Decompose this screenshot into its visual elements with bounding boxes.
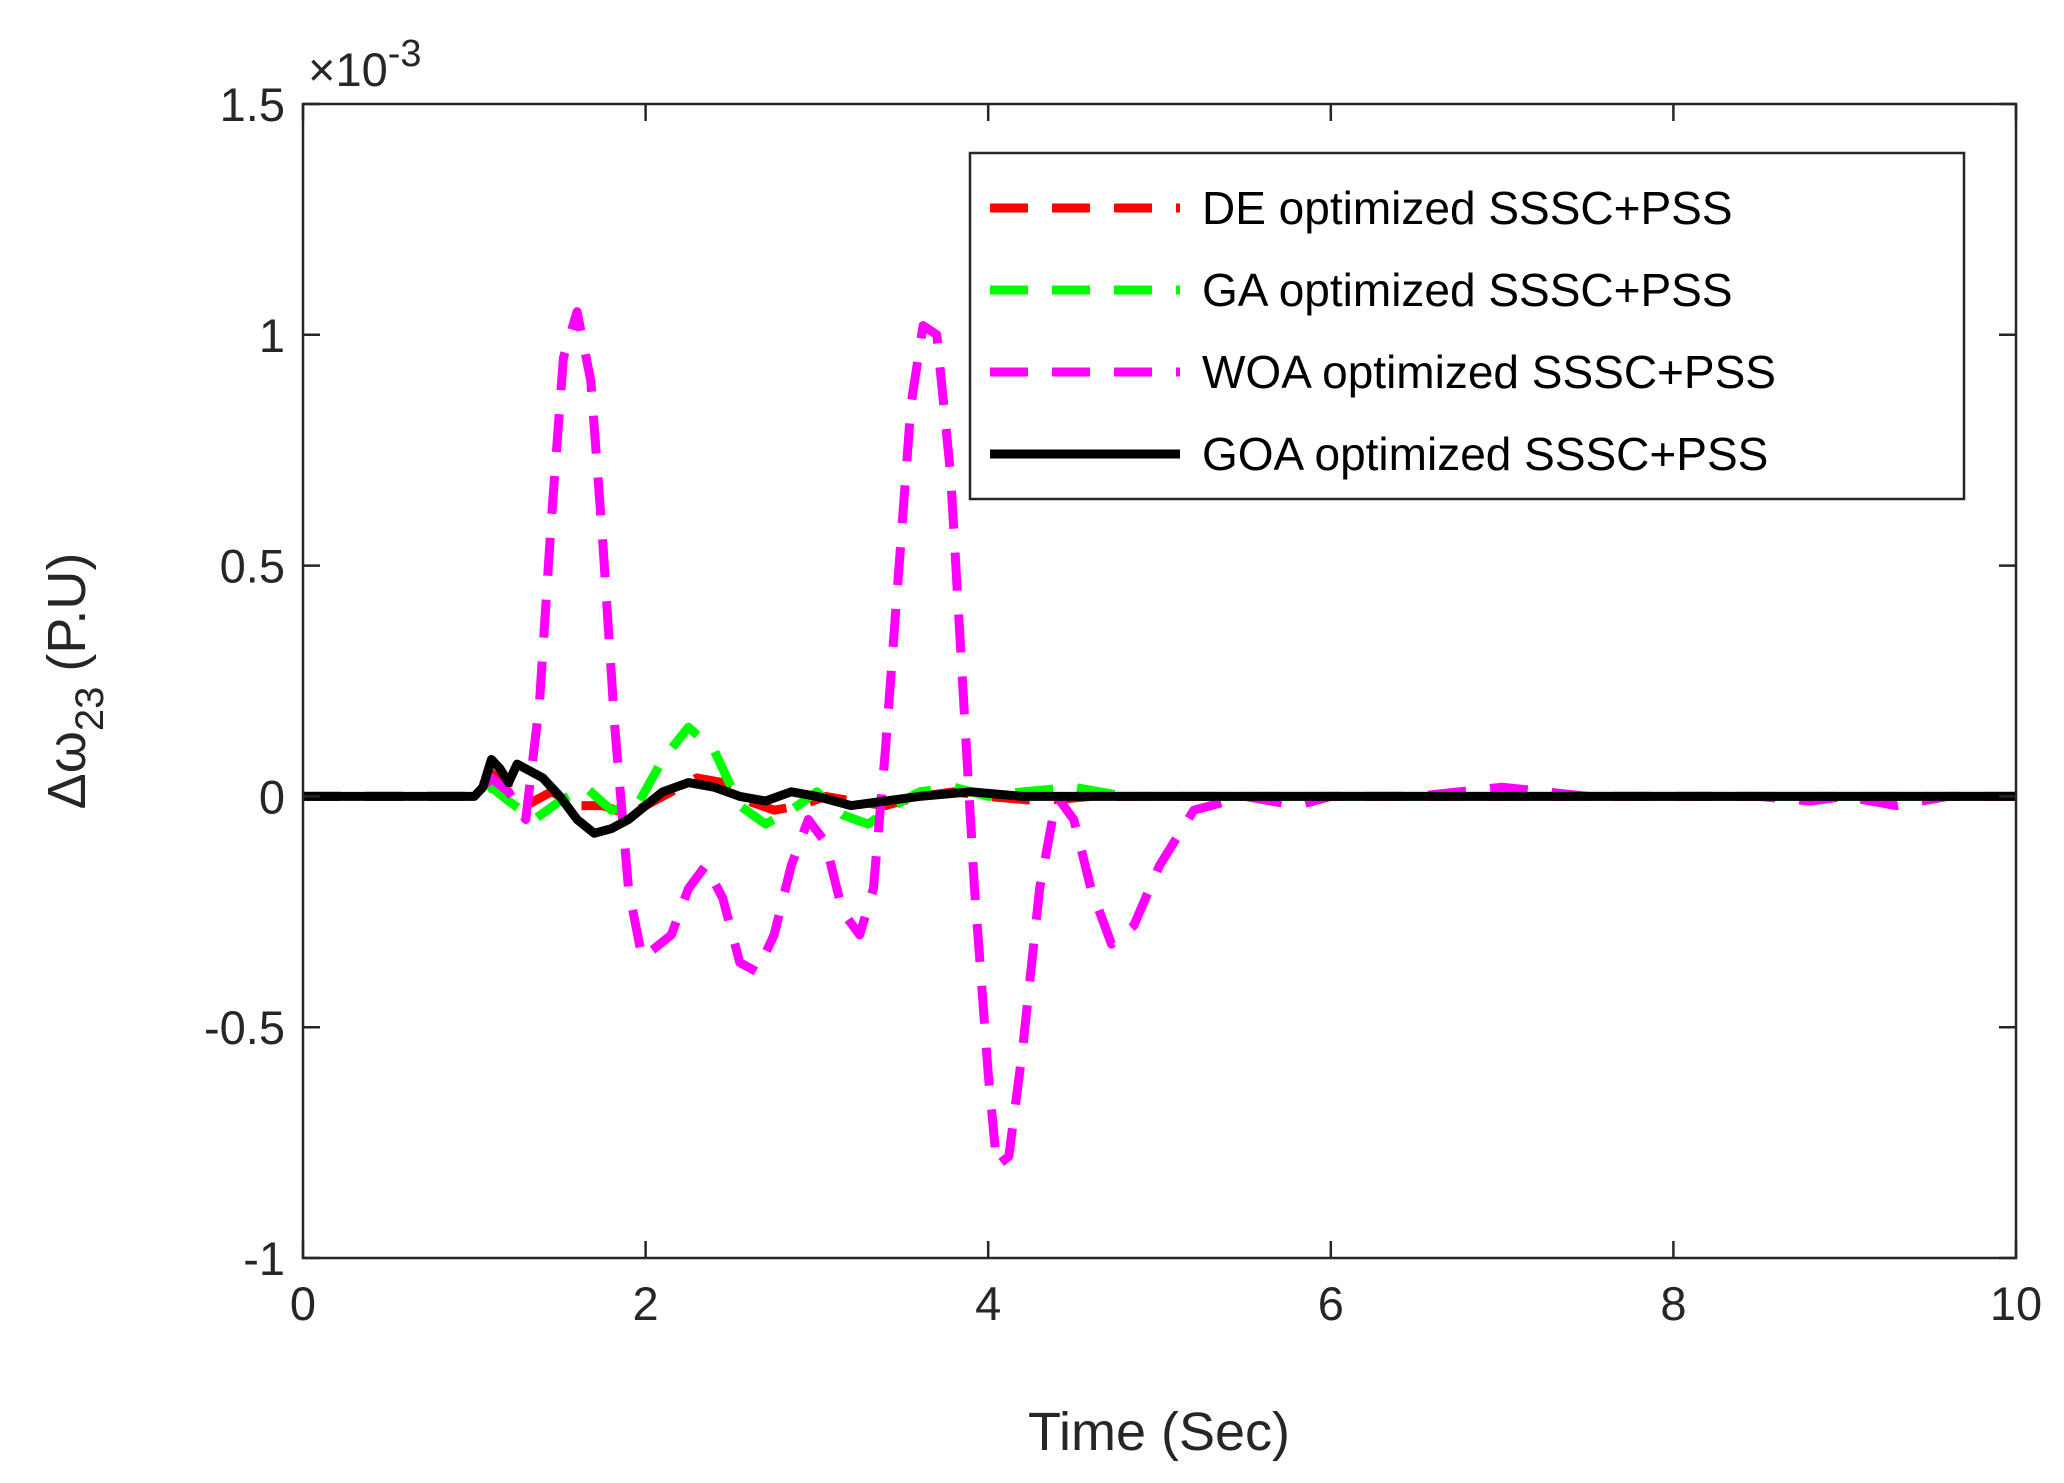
y-tick-label: -0.5 (204, 1001, 285, 1054)
plot-frame (301, 102, 2018, 1260)
x-tick-label: 8 (1660, 1277, 1686, 1330)
series-layer (303, 307, 2016, 1171)
series-line-0 (303, 768, 2016, 820)
legend-label-1: GA optimized SSSC+PSS (1202, 264, 1733, 316)
y-exponent-label: ×10-3 (308, 33, 422, 96)
x-tick-label: 4 (975, 1277, 1001, 1330)
y-axis-label-unit: (P.U) (37, 553, 97, 687)
y-tick-label: 1 (259, 309, 285, 362)
y-tick-label: 1.5 (220, 78, 285, 131)
series-line-3 (303, 755, 2016, 838)
legend-label-3: GOA optimized SSSC+PSS (1202, 428, 1768, 480)
y-exponent-times: ×10 (308, 43, 388, 96)
x-tick-label: 0 (290, 1277, 316, 1330)
legend-label-2: WOA optimized SSSC+PSS (1202, 346, 1776, 398)
legend-label-0: DE optimized SSSC+PSS (1202, 182, 1733, 234)
ticks-layer: 0 2 4 6 8 10 -1 -0.5 0 0.5 1 1.5 (204, 78, 2042, 1330)
x-tick-label: 10 (1990, 1277, 2042, 1330)
y-exponent-power: -3 (388, 33, 422, 75)
x-tick-label: 2 (633, 1277, 659, 1330)
y-tick-label: 0.5 (220, 540, 285, 593)
y-tick-label: -1 (243, 1232, 285, 1285)
x-axis-label: Time (Sec) (1028, 1402, 1290, 1462)
y-axis-label: Δω23 (P.U) (37, 553, 112, 810)
legend: DE optimized SSSC+PSS GA optimized SSSC+P… (968, 151, 1966, 501)
y-axis-label-symbol: Δω (37, 731, 97, 809)
y-axis-label-subscript: 23 (68, 687, 112, 732)
x-tick-label: 6 (1318, 1277, 1344, 1330)
series-line-1 (303, 722, 2016, 829)
y-tick-label: 0 (259, 770, 285, 823)
